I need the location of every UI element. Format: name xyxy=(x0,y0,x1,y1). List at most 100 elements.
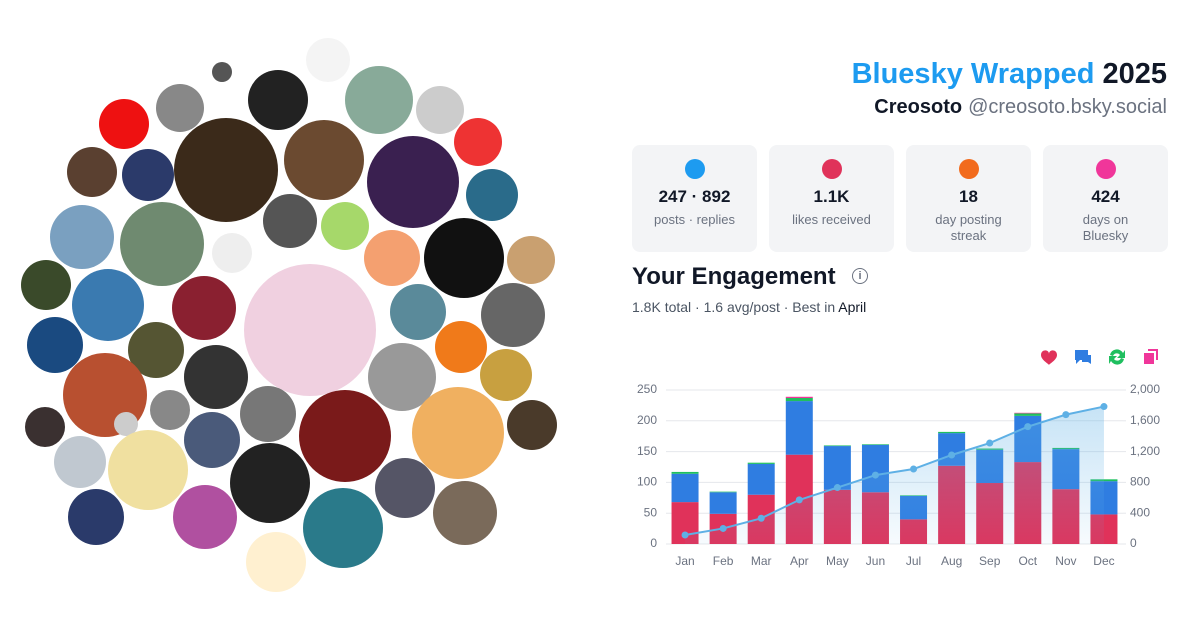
avatar[interactable] xyxy=(72,269,144,341)
legend-icon[interactable] xyxy=(1075,350,1091,364)
avatar[interactable] xyxy=(246,532,306,592)
y-tick-label: 0 xyxy=(650,536,657,550)
x-tick-label: Apr xyxy=(790,554,809,568)
y-tick-label: 150 xyxy=(637,444,657,458)
title: Bluesky Wrapped 2025 xyxy=(852,58,1167,91)
avatar[interactable] xyxy=(321,202,369,250)
avatar[interactable] xyxy=(416,86,464,134)
bar-segment xyxy=(671,473,699,503)
avatar[interactable] xyxy=(173,485,237,549)
y2-tick-label: 1,600 xyxy=(1130,413,1160,427)
legend-icon[interactable] xyxy=(1041,350,1057,365)
bar-segment xyxy=(1090,479,1118,482)
line xyxy=(684,405,1105,536)
avatar[interactable] xyxy=(303,488,383,568)
bar-segment xyxy=(785,396,813,399)
avatar[interactable] xyxy=(390,284,446,340)
avatar[interactable] xyxy=(364,230,420,286)
stat-icon xyxy=(958,159,979,179)
avatar[interactable] xyxy=(240,386,296,442)
avatar[interactable] xyxy=(174,118,278,222)
avatar[interactable] xyxy=(433,481,497,545)
best-month: April xyxy=(838,299,867,315)
line-point xyxy=(833,484,841,492)
avatar[interactable] xyxy=(68,489,124,545)
avatar[interactable] xyxy=(50,205,114,269)
summary: 1.8K total · 1.6 avg/post · Best in Apri… xyxy=(632,299,866,315)
y2-tick-label: 0 xyxy=(1130,536,1137,550)
avatar[interactable] xyxy=(99,99,149,149)
avatar[interactable] xyxy=(424,218,504,298)
chart: 0 50 100 150 200 250 0 400 800 1,200 1,600 2,000 Jan… xyxy=(637,349,1160,568)
avatar[interactable] xyxy=(375,458,435,518)
avatar[interactable] xyxy=(21,260,71,310)
avatar[interactable] xyxy=(230,443,310,523)
avatar[interactable] xyxy=(244,264,376,396)
avatar[interactable] xyxy=(54,436,106,488)
avatar[interactable] xyxy=(184,412,240,468)
line-point xyxy=(986,439,994,447)
info-icon[interactable]: i xyxy=(852,268,868,284)
y-tick-label: 250 xyxy=(637,382,657,396)
x-tick-label: Sep xyxy=(979,554,1001,568)
x-tick-label: Mar xyxy=(751,554,772,568)
y2-tick-label: 800 xyxy=(1130,475,1150,489)
bar-segment xyxy=(785,398,813,402)
user-name: Creosoto xyxy=(874,96,963,118)
y2-tick-label: 1,200 xyxy=(1130,444,1160,458)
x-tick-label: Dec xyxy=(1093,554,1114,568)
avatar[interactable] xyxy=(284,120,364,200)
bar-segment xyxy=(1014,412,1042,414)
stat-icon xyxy=(821,159,842,179)
avatar[interactable] xyxy=(345,66,413,134)
avatar[interactable] xyxy=(25,407,65,447)
avatar[interactable] xyxy=(466,169,518,221)
avatar[interactable] xyxy=(120,202,204,286)
legend-icon[interactable] xyxy=(1144,349,1158,364)
stat-card: 424 days on Bluesky xyxy=(1043,145,1168,252)
avatar[interactable] xyxy=(507,400,557,450)
stat-value: 1.1K xyxy=(813,187,850,206)
avatar[interactable] xyxy=(263,194,317,248)
stat-icon xyxy=(684,159,705,179)
avatar[interactable] xyxy=(184,345,248,409)
stat-value: 247 · 892 xyxy=(658,187,731,206)
avatar[interactable] xyxy=(368,343,436,411)
avatar[interactable] xyxy=(172,276,236,340)
line-point xyxy=(948,451,956,459)
avatar[interactable] xyxy=(150,390,190,430)
y-tick-label: 200 xyxy=(637,413,657,427)
x-tick-label: Jan xyxy=(675,554,694,568)
avatar[interactable] xyxy=(156,84,204,132)
avatar[interactable] xyxy=(412,387,504,479)
avatar[interactable] xyxy=(67,147,117,197)
bar-segment xyxy=(823,446,851,490)
avatar[interactable] xyxy=(507,236,555,284)
avatar[interactable] xyxy=(108,430,188,510)
avatar[interactable] xyxy=(128,322,184,378)
stat-card: 18 day posting streak xyxy=(906,145,1031,252)
user-handle[interactable]: @creosoto.bsky.social xyxy=(968,96,1167,118)
avatar[interactable] xyxy=(114,412,138,436)
avatar[interactable] xyxy=(212,233,252,273)
stat-label: days on Bluesky xyxy=(1082,212,1129,243)
avatar[interactable] xyxy=(454,118,502,166)
avatar[interactable] xyxy=(481,283,545,347)
legend-icon[interactable] xyxy=(1109,349,1125,365)
avatar[interactable] xyxy=(27,317,83,373)
avatar[interactable] xyxy=(212,62,232,82)
y2-tick-label: 2,000 xyxy=(1130,382,1160,396)
avatar[interactable] xyxy=(367,136,459,228)
x-tick-label: May xyxy=(826,554,849,568)
avatar[interactable] xyxy=(306,38,350,82)
line-point xyxy=(795,496,803,504)
x-tick-label: Jun xyxy=(866,554,885,568)
avatar[interactable] xyxy=(248,70,308,130)
avatar[interactable] xyxy=(435,321,487,373)
line-point xyxy=(719,524,727,532)
avatar[interactable] xyxy=(480,349,532,401)
y-tick-label: 100 xyxy=(637,475,657,489)
avatar[interactable] xyxy=(299,390,391,482)
avatar[interactable] xyxy=(122,149,174,201)
